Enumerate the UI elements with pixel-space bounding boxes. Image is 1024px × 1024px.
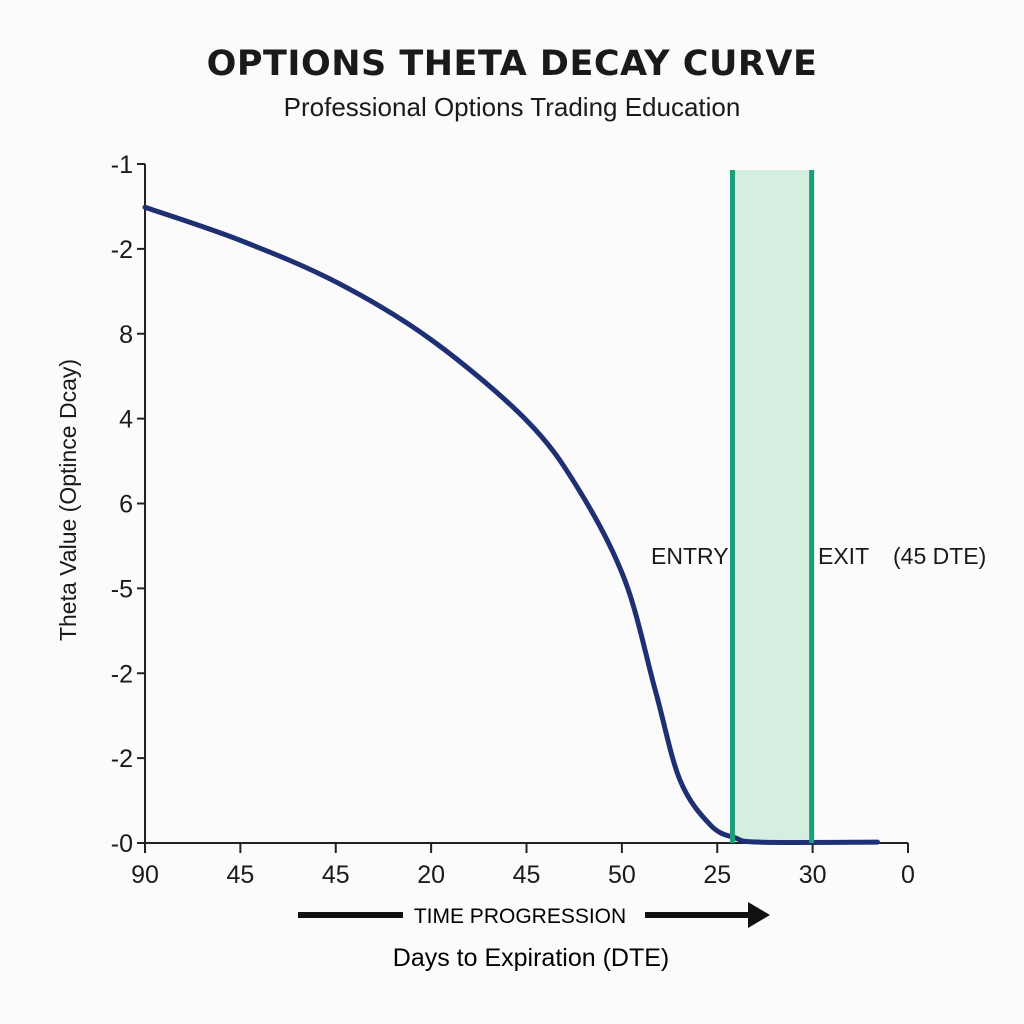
x-axis-label: Days to Expiration (DTE)	[393, 944, 669, 972]
chart-title: OPTIONS THETA DECAY CURVE	[206, 44, 818, 84]
arrow-head-icon	[748, 902, 770, 928]
x-tick-label: 20	[417, 861, 445, 889]
time-progression-label: TIME PROGRESSION	[414, 905, 626, 928]
exit-label: EXIT	[818, 543, 869, 569]
dte-label: (45 DTE)	[893, 543, 986, 569]
x-tick-label: 45	[322, 861, 350, 889]
y-tick-label: 8	[119, 321, 133, 349]
y-tick-label: 6	[119, 491, 133, 519]
chart-subtitle: Professional Options Trading Education	[283, 92, 741, 122]
y-tick-label: -2	[111, 745, 133, 773]
y-tick-label: -2	[111, 236, 133, 264]
entry-label: ENTRY	[651, 543, 729, 569]
y-axis-label: Theta Value (Optince Dcay)	[55, 359, 81, 641]
y-tick-label: -5	[111, 575, 133, 603]
x-tick-label: 45	[226, 861, 254, 889]
y-tick-label: 4	[119, 406, 133, 434]
x-tick-label: 50	[608, 861, 636, 889]
x-tick-label: 25	[703, 861, 731, 889]
y-tick-label: -2	[111, 660, 133, 688]
x-tick-label: 0	[901, 861, 915, 889]
x-tick-label: 30	[799, 861, 827, 889]
x-tick-label: 90	[131, 861, 159, 889]
y-tick-label: -1	[111, 151, 133, 179]
x-tick-label: 45	[513, 861, 541, 889]
entry-exit-zone	[732, 170, 812, 843]
y-tick-label: -0	[111, 830, 133, 858]
